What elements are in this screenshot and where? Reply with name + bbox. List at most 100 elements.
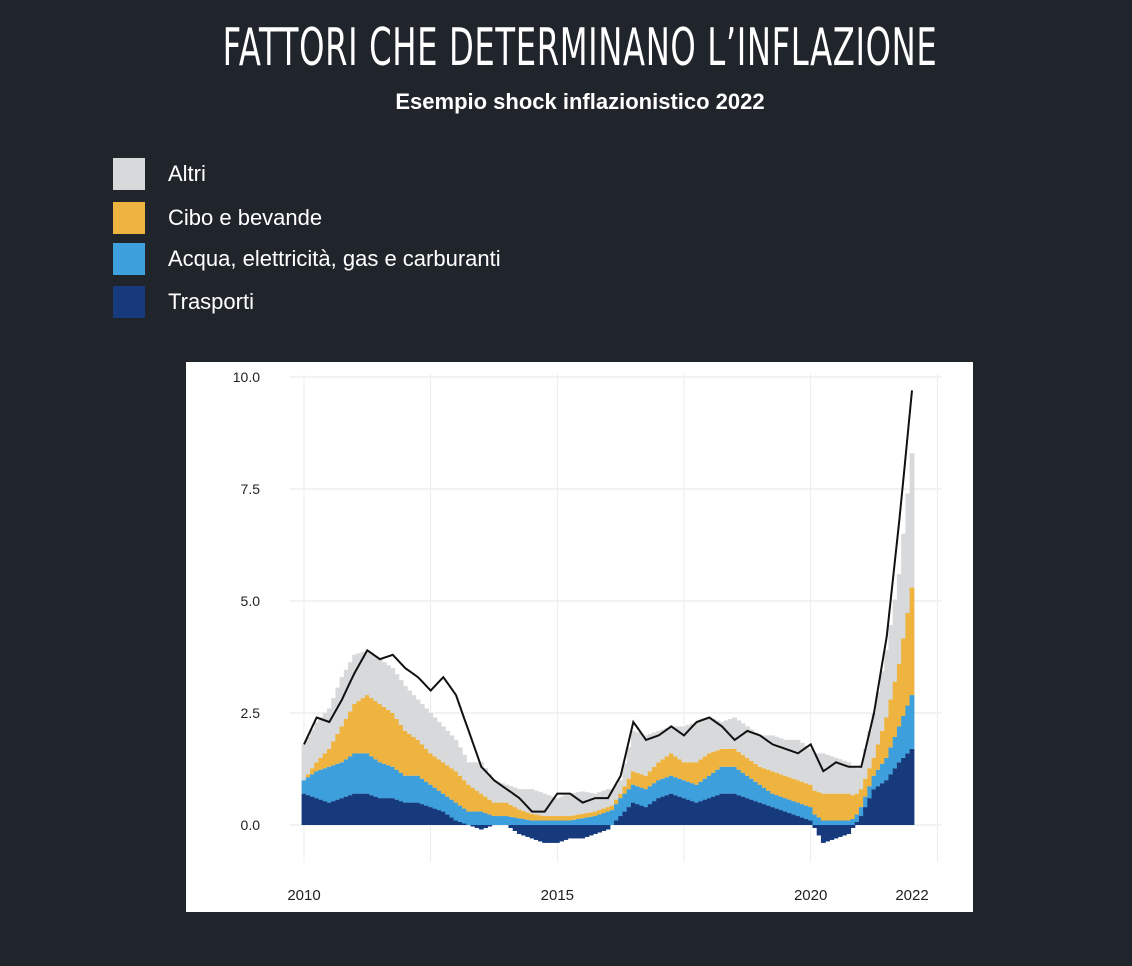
bar-segment: [495, 802, 501, 817]
bar-segment: [829, 756, 835, 794]
bar-segment: [567, 820, 573, 825]
bar-segment: [681, 798, 687, 825]
bar-segment: [639, 774, 645, 788]
bar-segment: [698, 720, 704, 760]
bar-segment: [428, 807, 434, 825]
bar-segment: [614, 804, 619, 821]
bar-segment: [833, 757, 839, 794]
bar-segment: [373, 796, 379, 825]
bar-segment: [782, 798, 788, 812]
bar-segment: [702, 718, 708, 757]
bar-segment: [639, 805, 645, 825]
bar-segment: [880, 763, 885, 784]
legend-label-cibo: Cibo e bevande: [168, 205, 323, 230]
bar-segment: [449, 735, 455, 769]
bar-segment: [364, 695, 370, 754]
bar-segment: [791, 739, 797, 779]
bar-segment: [559, 825, 564, 842]
bar-segment: [858, 766, 864, 790]
bar-segment: [343, 796, 349, 825]
bar-segment: [563, 795, 569, 817]
bar-segment: [757, 802, 763, 825]
bar-segment: [778, 810, 784, 825]
inflation-chart: 0.0 2.5 5.0 7.5 10.0 2010 2015 2020 2022: [233, 369, 942, 904]
bar-segment: [424, 805, 429, 825]
y-tick-label: 0.0: [241, 817, 261, 833]
bar-segment: [690, 783, 695, 802]
bar-segment: [428, 753, 434, 785]
bar-segment: [419, 744, 425, 779]
bar-segment: [799, 742, 805, 782]
bar-segment: [694, 802, 700, 825]
bar-segment: [719, 721, 725, 749]
bar-segment: [639, 787, 645, 806]
bar-segment: [896, 726, 902, 763]
bar-segment: [576, 814, 581, 820]
bar-segment: [778, 774, 784, 797]
bar-segment: [411, 695, 417, 737]
bar-segment: [398, 801, 404, 825]
bar-segment: [436, 790, 442, 811]
bar-segment: [888, 699, 894, 748]
bar-segment: [567, 825, 573, 839]
bar-segment: [318, 799, 324, 825]
bar-segment: [386, 798, 391, 825]
bar-segment: [440, 726, 446, 763]
bar-segment: [478, 793, 484, 812]
bar-segment: [909, 748, 915, 825]
bar-segment: [639, 733, 645, 775]
bar-segment: [348, 795, 353, 825]
bar-segment: [533, 790, 539, 815]
bar-segment: [626, 789, 632, 808]
bar-segment: [816, 792, 822, 818]
bar-segment: [415, 775, 421, 803]
bar-segment: [867, 768, 873, 787]
bar-segment: [812, 753, 818, 791]
bar-segment: [770, 771, 776, 794]
bar-segment: [668, 753, 674, 776]
bar-segment: [415, 739, 421, 776]
bar-segment: [571, 819, 577, 825]
bar-segment: [681, 726, 687, 763]
bar-segment: [310, 768, 315, 775]
bar-segment: [369, 756, 374, 796]
bar-segment: [554, 798, 560, 817]
bar-segment: [782, 811, 788, 825]
page-subtitle: Esempio shock inflazionistico 2022: [395, 89, 765, 114]
bar-segment: [698, 781, 704, 802]
bar-segment: [880, 671, 885, 731]
bar-segment: [394, 799, 400, 825]
legend-swatch-cibo: [113, 202, 145, 234]
bar-segment: [415, 802, 421, 825]
bar-segment: [622, 786, 628, 794]
bar-segment: [858, 816, 864, 825]
bar-segment: [706, 753, 712, 776]
bar-segment: [795, 739, 801, 781]
bar-segment: [310, 729, 315, 769]
bar-segment: [643, 735, 649, 776]
bar-segment: [601, 790, 607, 809]
bar-segment: [470, 762, 476, 788]
bar-segment: [652, 801, 657, 825]
bar-segment: [538, 815, 543, 821]
bar-segment: [829, 793, 835, 821]
bar-segment: [702, 778, 708, 800]
bar-segment: [812, 790, 818, 815]
bar-segment: [673, 726, 678, 757]
bar-segment: [808, 748, 814, 785]
x-tick-label: 2022: [895, 887, 928, 904]
bar-segment: [643, 775, 649, 790]
bar-segment: [542, 793, 548, 817]
bar-segment: [770, 735, 776, 772]
bar-segment: [647, 786, 653, 805]
bar-segment: [398, 772, 404, 802]
bar-segment: [301, 793, 307, 825]
bar-segment: [554, 820, 560, 825]
bar-segment: [381, 798, 387, 825]
bar-segment: [470, 825, 476, 827]
bar-segment: [597, 810, 602, 815]
bar-segment: [833, 820, 839, 825]
y-tick-label: 5.0: [241, 593, 261, 609]
bar-segment: [618, 816, 624, 825]
bar-segment: [614, 799, 619, 805]
